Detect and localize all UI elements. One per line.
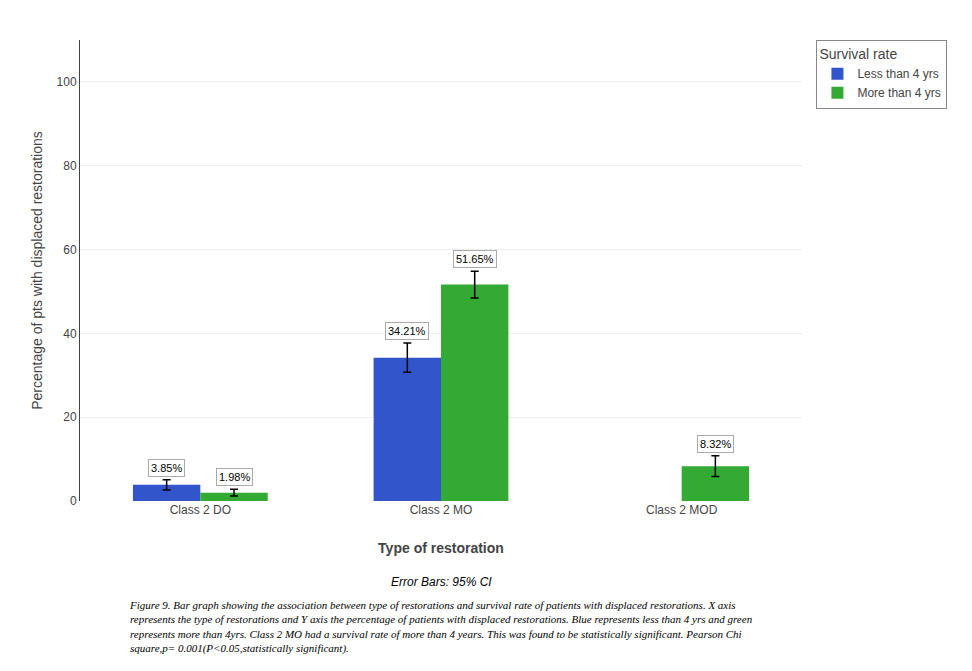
svg-text:20: 20 — [63, 410, 77, 424]
svg-text:Error Bars: 95% CI: Error Bars: 95% CI — [391, 575, 492, 589]
svg-text:Less than 4 yrs: Less than 4 yrs — [857, 67, 938, 81]
svg-text:Class 2 MOD: Class 2 MOD — [646, 503, 718, 517]
svg-text:Class 2 MO: Class 2 MO — [410, 503, 473, 517]
svg-text:Figure 9. Bar graph showing th: Figure 9. Bar graph showing the associat… — [129, 599, 753, 655]
svg-text:3.85%: 3.85% — [151, 462, 182, 474]
svg-text:8.32%: 8.32% — [700, 438, 731, 450]
svg-text:100: 100 — [57, 75, 77, 89]
svg-text:60: 60 — [63, 243, 77, 257]
svg-text:1.98%: 1.98% — [219, 471, 250, 483]
svg-text:51.65%: 51.65% — [456, 253, 494, 265]
svg-text:80: 80 — [63, 159, 77, 173]
svg-text:0: 0 — [70, 494, 77, 508]
svg-text:40: 40 — [63, 327, 77, 341]
svg-text:Percentage of pts with displac: Percentage of pts with displaced restora… — [29, 131, 45, 410]
svg-text:34.21%: 34.21% — [388, 325, 426, 337]
svg-text:Class 2 DO: Class 2 DO — [170, 503, 231, 517]
svg-text:Survival rate: Survival rate — [819, 46, 897, 62]
svg-text:More than 4 yrs: More than 4 yrs — [857, 86, 940, 100]
svg-text:Type of restoration: Type of restoration — [378, 540, 504, 556]
